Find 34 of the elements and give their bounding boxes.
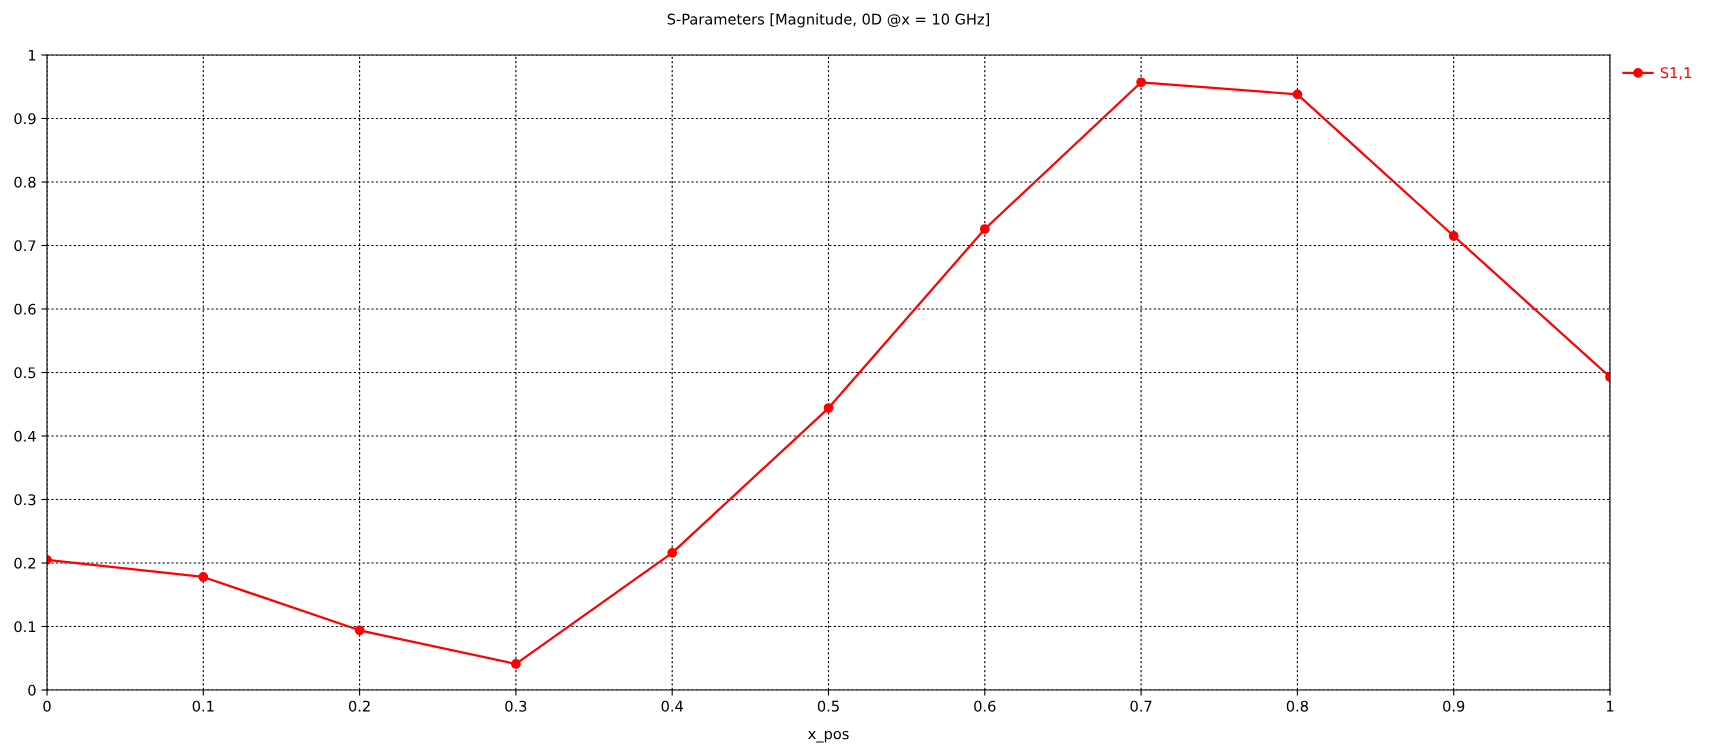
x-tick-label: 0.4 (661, 700, 683, 712)
point (979, 224, 990, 234)
y-tick-label: 0 (28, 684, 36, 696)
point (511, 659, 521, 669)
y-tick-label: 0.2 (14, 557, 36, 569)
point (1292, 89, 1303, 100)
y-tick-label: 0.3 (14, 494, 36, 506)
x-tick-label: 0.8 (1286, 700, 1308, 712)
chart-title: S-Parameters [Magnitude, 0D @x = 10 GHz] (667, 13, 989, 28)
point (1448, 231, 1459, 241)
y-tick-label: 0.9 (14, 113, 36, 125)
point (823, 403, 834, 413)
y-tick-label: 0.4 (14, 430, 36, 442)
y-tick-label: 0.7 (14, 240, 36, 252)
x-tick-label: 0.3 (505, 700, 527, 712)
x-tick-label: 0 (43, 700, 51, 712)
x-tick-label: 0.2 (348, 700, 370, 712)
x-tick-label: 0.6 (974, 700, 996, 712)
x-tick-label: 0.9 (1443, 700, 1465, 712)
legend-label: S1,1 (1660, 67, 1691, 80)
x-tick-label: 0.7 (1130, 700, 1152, 712)
point (354, 625, 365, 636)
y-tick-label: 1 (28, 49, 36, 61)
x-tick-label: 1 (1606, 700, 1614, 712)
point (198, 572, 209, 582)
x-tick-label: 0.5 (817, 700, 839, 712)
y-tick-label: 0.6 (14, 303, 36, 315)
x-tick-label: 0.1 (192, 700, 214, 712)
point (1136, 77, 1146, 88)
y-tick-label: 0.1 (14, 621, 36, 633)
point (667, 547, 678, 558)
y-tick-label: 0.5 (14, 367, 36, 379)
x-axis-title: x_pos (808, 730, 849, 743)
y-tick-label: 0.8 (14, 176, 36, 188)
